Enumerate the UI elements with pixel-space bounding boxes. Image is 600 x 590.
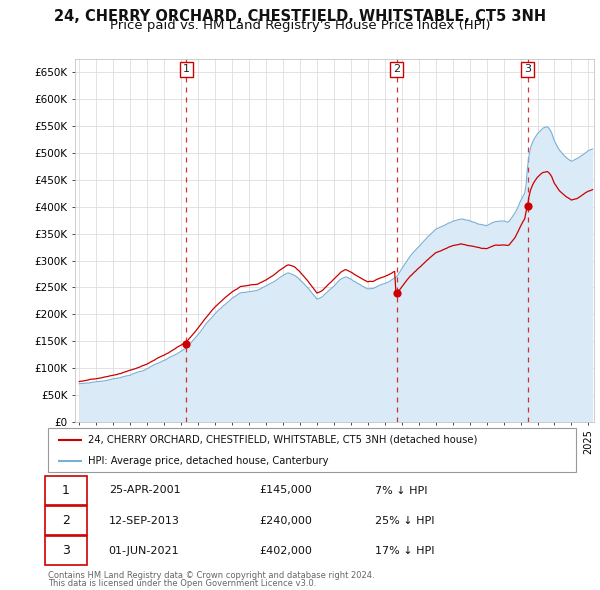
Text: 1: 1 <box>183 64 190 74</box>
Text: 2: 2 <box>393 64 400 74</box>
Text: 12-SEP-2013: 12-SEP-2013 <box>109 516 179 526</box>
Text: 2: 2 <box>62 514 70 527</box>
Text: Price paid vs. HM Land Registry’s House Price Index (HPI): Price paid vs. HM Land Registry’s House … <box>110 19 490 32</box>
Point <box>523 201 532 211</box>
Text: £402,000: £402,000 <box>259 546 312 556</box>
Text: Contains HM Land Registry data © Crown copyright and database right 2024.: Contains HM Land Registry data © Crown c… <box>48 571 374 579</box>
Text: 24, CHERRY ORCHARD, CHESTFIELD, WHITSTABLE, CT5 3NH: 24, CHERRY ORCHARD, CHESTFIELD, WHITSTAB… <box>54 9 546 24</box>
Text: £240,000: £240,000 <box>259 516 312 526</box>
Text: £145,000: £145,000 <box>259 486 312 496</box>
Text: 25% ↓ HPI: 25% ↓ HPI <box>376 516 435 526</box>
Text: 3: 3 <box>524 64 531 74</box>
Text: 1: 1 <box>62 484 70 497</box>
Text: 17% ↓ HPI: 17% ↓ HPI <box>376 546 435 556</box>
FancyBboxPatch shape <box>46 536 86 565</box>
Text: 01-JUN-2021: 01-JUN-2021 <box>109 546 179 556</box>
Text: 7% ↓ HPI: 7% ↓ HPI <box>376 486 428 496</box>
Text: 24, CHERRY ORCHARD, CHESTFIELD, WHITSTABLE, CT5 3NH (detached house): 24, CHERRY ORCHARD, CHESTFIELD, WHITSTAB… <box>88 435 477 445</box>
FancyBboxPatch shape <box>46 506 86 535</box>
FancyBboxPatch shape <box>46 476 86 505</box>
Text: 25-APR-2001: 25-APR-2001 <box>109 486 181 496</box>
Text: This data is licensed under the Open Government Licence v3.0.: This data is licensed under the Open Gov… <box>48 579 316 588</box>
Point <box>182 339 191 349</box>
Text: HPI: Average price, detached house, Canterbury: HPI: Average price, detached house, Cant… <box>88 456 328 466</box>
Point <box>392 288 401 297</box>
Text: 3: 3 <box>62 545 70 558</box>
